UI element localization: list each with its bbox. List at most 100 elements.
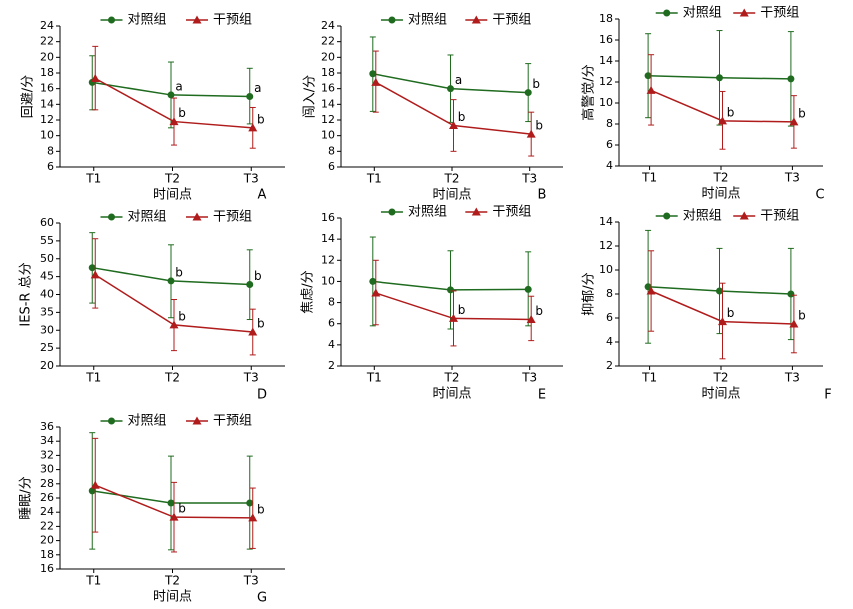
significance-label: a [455,73,462,87]
x-tick-label: T3 [243,574,259,588]
y-tick-label: 2 [328,359,335,372]
legend-marker-circle [663,212,671,220]
x-tick-label: T3 [784,371,800,385]
data-point-triangle [646,85,656,94]
legend-marker-circle [108,417,115,425]
y-tick-label: 10 [599,96,613,109]
data-point-circle [88,264,96,272]
y-tick-label: 30 [40,463,54,476]
data-point-circle [524,285,532,293]
panel-label: D [257,388,267,403]
y-tick-label: 60 [40,216,54,229]
significance-label: b [178,309,186,323]
data-point-circle [246,93,254,100]
x-tick-label: T1 [85,574,101,588]
data-point-circle [447,286,454,294]
legend-label: 干预组 [492,205,531,220]
data-point-circle [716,287,723,295]
chart-panel-a: 6 8 10 12 14 16 18 20 22 24 T1 T2 T3 时间点 回避/分 A 对照组 干预组 a a… [21,13,285,203]
x-tick-label: T3 [521,371,537,385]
data-point-triangle [90,73,100,82]
legend-marker-triangle [192,416,202,425]
x-axis-label: 时间点 [432,188,471,203]
y-axis-label: 抑郁/分 [582,272,597,315]
y-tick-label: 16 [40,82,54,95]
data-point-triangle [90,270,100,279]
y-tick-label: 14 [321,97,335,110]
y-tick-label: 6 [606,138,613,151]
significance-label: b [535,119,543,133]
y-tick-label: 10 [40,129,54,142]
legend-marker-circle [388,16,396,24]
data-point-circle [167,499,175,507]
y-tick-label: 18 [40,548,54,561]
data-point-circle [246,280,254,288]
data-point-circle [787,75,795,83]
legend-label: 对照组 [128,210,167,225]
data-point-triangle [718,116,727,125]
x-axis-label: 时间点 [701,187,740,202]
y-tick-label: 36 [40,420,54,433]
y-tick-label: 14 [40,97,54,110]
y-tick-label: 24 [321,19,335,32]
y-tick-label: 30 [40,323,54,336]
data-point-triangle [718,317,727,326]
data-point-circle [369,70,377,78]
x-axis-label: 时间点 [432,387,471,402]
x-tick-label: T1 [366,172,382,186]
x-axis-label: 时间点 [153,188,192,203]
data-point-circle [787,290,795,298]
legend-label: 干预组 [492,13,531,28]
y-tick-label: 18 [321,66,335,79]
y-tick-label: 14 [321,232,335,245]
data-point-circle [716,74,723,82]
y-tick-label: 20 [321,50,335,63]
legend-marker-triangle [739,211,749,220]
y-tick-label: 4 [606,159,613,172]
x-tick-label: T3 [784,171,800,185]
data-point-triangle [90,480,100,489]
x-tick-label: T3 [243,371,259,385]
x-tick-label: T2 [164,172,180,186]
data-point-circle [524,89,532,97]
y-tick-label: 6 [606,311,613,324]
significance-label: b [727,306,735,320]
y-tick-label: 26 [40,491,54,504]
y-tick-label: 12 [321,113,335,126]
data-point-triangle [526,129,536,138]
x-tick-label: T1 [85,371,101,385]
legend-label: 对照组 [128,414,167,429]
legend-label: 对照组 [408,205,447,220]
data-point-circle [167,277,175,285]
y-axis-label: IES-R 总分 [19,262,34,326]
legend-label: 对照组 [683,6,722,21]
significance-label: b [257,112,265,126]
significance-label: b [178,106,186,120]
y-tick-label: 4 [606,335,613,348]
legend-marker-circle [663,9,671,17]
data-point-triangle [248,123,258,132]
data-point-circle [167,91,175,99]
y-tick-label: 22 [40,519,54,532]
data-point-circle [369,277,377,285]
significance-label: b [458,110,466,124]
significance-label: a [175,79,182,93]
data-point-triangle [371,77,381,86]
y-tick-label: 16 [321,82,335,95]
legend-label: 干预组 [213,414,252,429]
legend-marker-triangle [739,8,749,17]
panel-label: B [538,188,547,203]
x-tick-label: T3 [243,172,259,186]
legend-marker-triangle [471,15,481,24]
legend-marker-circle [108,16,115,24]
panel-label: G [257,591,267,606]
y-tick-label: 6 [47,160,54,173]
x-axis-label: 时间点 [153,590,192,605]
x-tick-label: T2 [713,371,729,385]
y-tick-label: 55 [40,234,54,247]
y-tick-label: 14 [599,215,613,228]
x-axis-label: 时间点 [701,387,740,402]
x-tick-label: T2 [164,371,180,385]
legend-label: 干预组 [213,13,252,28]
